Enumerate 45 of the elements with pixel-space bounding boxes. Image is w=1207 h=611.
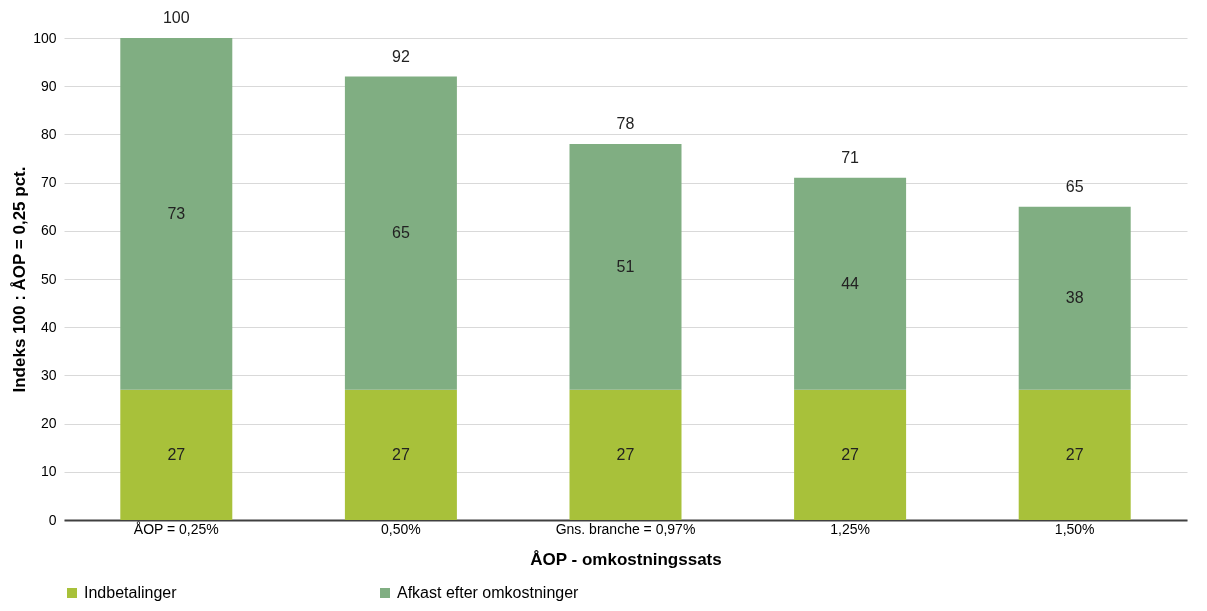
x-tick-label: ÅOP = 0,25% bbox=[133, 520, 219, 537]
total-label: 65 bbox=[1065, 177, 1084, 195]
y-tick-label: 20 bbox=[40, 415, 57, 432]
legend-label: Indbetalinger bbox=[84, 584, 178, 601]
total-label: 71 bbox=[841, 148, 860, 166]
bar bbox=[794, 177, 907, 390]
y-tick-label: 100 bbox=[33, 29, 57, 46]
y-tick-label: 0 bbox=[48, 511, 57, 528]
legend-label: Afkast efter omkostninger bbox=[397, 584, 580, 601]
bar bbox=[569, 144, 682, 390]
data-label: 27 bbox=[841, 445, 860, 463]
y-tick-label: 50 bbox=[40, 270, 57, 287]
data-label: 44 bbox=[841, 274, 860, 292]
y-tick-label: 30 bbox=[40, 366, 57, 383]
x-tick-label: 1,50% bbox=[1054, 520, 1095, 537]
data-label: 51 bbox=[616, 257, 635, 275]
y-tick-label: 80 bbox=[40, 125, 57, 142]
total-label: 100 bbox=[162, 9, 190, 26]
x-axis-title: ÅOP - omkostningssats bbox=[530, 549, 722, 569]
y-axis-title: Indeks 100 : ÅOP = 0,25 pct. bbox=[10, 166, 30, 393]
x-tick-label: 1,25% bbox=[830, 520, 870, 537]
y-tick-label: 40 bbox=[40, 318, 57, 335]
y-tick-label: 70 bbox=[40, 174, 57, 191]
data-label: 27 bbox=[616, 445, 635, 463]
total-label: 78 bbox=[616, 115, 635, 133]
x-tick-label: 0,50% bbox=[381, 520, 421, 537]
bar bbox=[569, 389, 682, 520]
bar bbox=[1018, 389, 1131, 520]
data-label: 38 bbox=[1065, 289, 1084, 307]
x-tick-label: Gns. branche = 0,97% bbox=[555, 520, 696, 537]
data-label: 65 bbox=[392, 224, 410, 242]
bar bbox=[794, 389, 907, 520]
bar bbox=[1018, 206, 1131, 390]
bar bbox=[120, 389, 233, 520]
bar bbox=[344, 76, 457, 390]
data-label: 27 bbox=[1065, 445, 1084, 463]
y-tick-label: 90 bbox=[40, 77, 57, 94]
y-tick-label: 60 bbox=[40, 222, 57, 239]
bar bbox=[344, 389, 457, 520]
bar bbox=[120, 38, 233, 390]
y-tick-label: 10 bbox=[40, 463, 57, 480]
data-label: 27 bbox=[392, 445, 410, 463]
total-label: 92 bbox=[392, 47, 410, 65]
data-label: 73 bbox=[167, 204, 186, 222]
data-label: 27 bbox=[167, 445, 186, 463]
